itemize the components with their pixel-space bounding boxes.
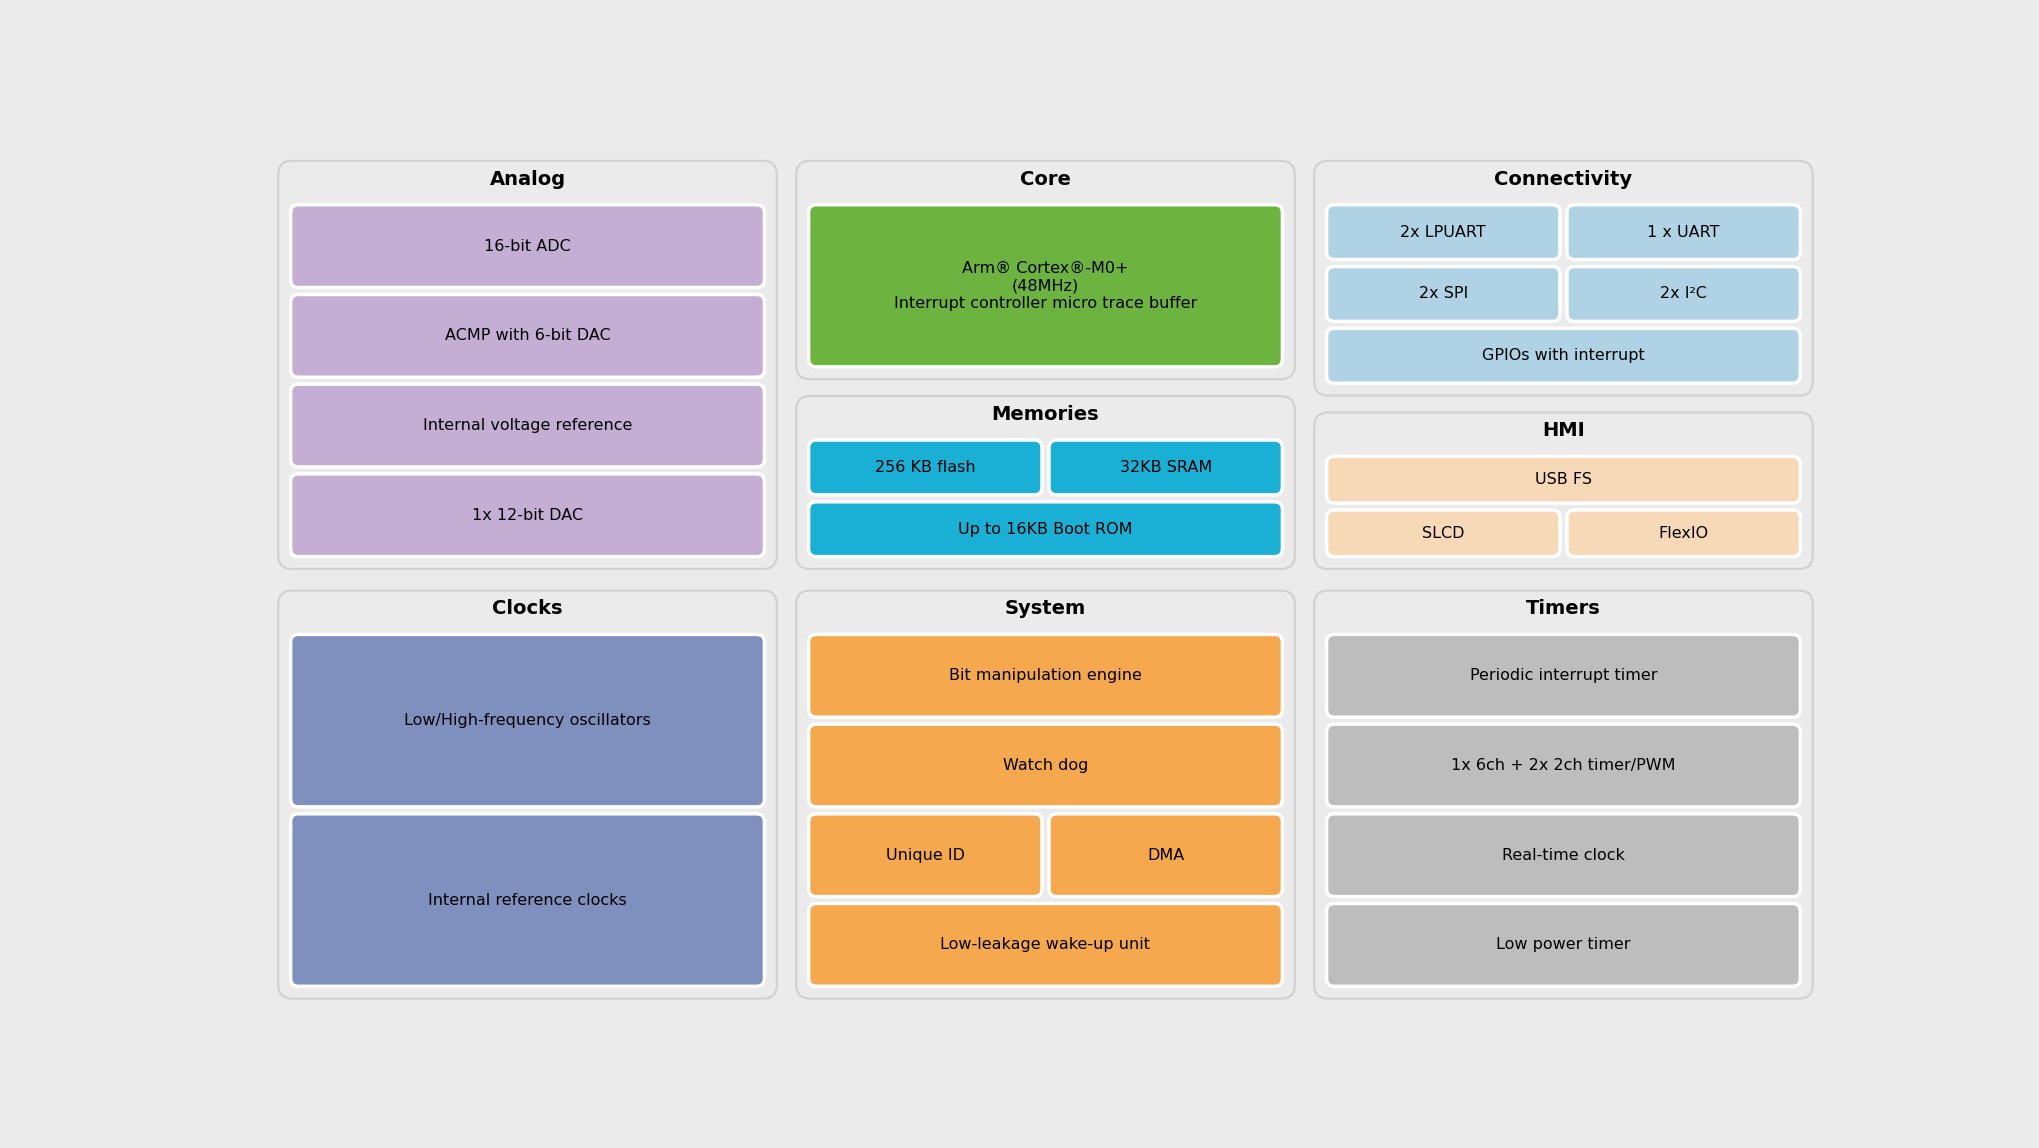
FancyBboxPatch shape — [1325, 635, 1800, 718]
FancyBboxPatch shape — [795, 396, 1295, 569]
Text: 1 x UART: 1 x UART — [1648, 225, 1719, 240]
FancyBboxPatch shape — [1566, 510, 1800, 557]
FancyBboxPatch shape — [1566, 204, 1800, 259]
Text: Timers: Timers — [1525, 599, 1601, 619]
Text: Bit manipulation engine: Bit manipulation engine — [948, 668, 1142, 683]
FancyBboxPatch shape — [1313, 412, 1813, 569]
Text: Up to 16KB Boot ROM: Up to 16KB Boot ROM — [958, 521, 1132, 537]
FancyBboxPatch shape — [807, 502, 1283, 557]
FancyBboxPatch shape — [1325, 814, 1800, 897]
FancyBboxPatch shape — [807, 204, 1283, 367]
Text: Memories: Memories — [991, 405, 1099, 424]
Text: ACMP with 6-bit DAC: ACMP with 6-bit DAC — [445, 328, 610, 343]
Text: System: System — [1005, 599, 1085, 619]
Text: Watch dog: Watch dog — [1003, 758, 1087, 773]
FancyBboxPatch shape — [1048, 440, 1283, 495]
Text: Unique ID: Unique ID — [885, 847, 964, 862]
Text: 1x 12-bit DAC: 1x 12-bit DAC — [471, 507, 583, 522]
FancyBboxPatch shape — [1325, 328, 1800, 383]
FancyBboxPatch shape — [290, 204, 765, 287]
FancyBboxPatch shape — [1313, 161, 1813, 396]
FancyBboxPatch shape — [277, 590, 777, 999]
Text: Periodic interrupt timer: Periodic interrupt timer — [1468, 668, 1656, 683]
Text: 16-bit ADC: 16-bit ADC — [483, 239, 571, 254]
Text: 256 KB flash: 256 KB flash — [875, 460, 975, 475]
FancyBboxPatch shape — [290, 385, 765, 467]
FancyBboxPatch shape — [807, 635, 1283, 718]
Text: FlexIO: FlexIO — [1658, 526, 1709, 541]
Text: Core: Core — [1020, 170, 1070, 188]
FancyBboxPatch shape — [807, 814, 1042, 897]
Text: 2x LPUART: 2x LPUART — [1399, 225, 1486, 240]
FancyBboxPatch shape — [1325, 724, 1800, 807]
FancyBboxPatch shape — [807, 440, 1042, 495]
FancyBboxPatch shape — [1566, 266, 1800, 321]
FancyBboxPatch shape — [795, 161, 1295, 379]
Text: Internal voltage reference: Internal voltage reference — [422, 418, 632, 433]
Text: USB FS: USB FS — [1533, 472, 1590, 487]
Text: Low power timer: Low power timer — [1495, 938, 1629, 953]
Text: Low/High-frequency oscillators: Low/High-frequency oscillators — [404, 713, 650, 728]
FancyBboxPatch shape — [795, 590, 1295, 999]
Text: 2x SPI: 2x SPI — [1417, 287, 1468, 302]
Text: Low-leakage wake-up unit: Low-leakage wake-up unit — [940, 938, 1150, 953]
FancyBboxPatch shape — [1325, 457, 1800, 503]
Text: 32KB SRAM: 32KB SRAM — [1119, 460, 1211, 475]
FancyBboxPatch shape — [1325, 903, 1800, 986]
Text: DMA: DMA — [1146, 847, 1185, 862]
FancyBboxPatch shape — [807, 903, 1283, 986]
Text: 2x I²C: 2x I²C — [1660, 287, 1707, 302]
Text: Clocks: Clocks — [491, 599, 563, 619]
FancyBboxPatch shape — [290, 635, 765, 807]
Text: Real-time clock: Real-time clock — [1501, 847, 1625, 862]
Text: Internal reference clocks: Internal reference clocks — [428, 892, 626, 908]
FancyBboxPatch shape — [1048, 814, 1283, 897]
FancyBboxPatch shape — [807, 724, 1283, 807]
Text: Connectivity: Connectivity — [1495, 170, 1631, 188]
FancyBboxPatch shape — [1325, 510, 1560, 557]
Text: Arm® Cortex®-M0+
(48MHz)
Interrupt controller micro trace buffer: Arm® Cortex®-M0+ (48MHz) Interrupt contr… — [893, 261, 1197, 311]
Text: 1x 6ch + 2x 2ch timer/PWM: 1x 6ch + 2x 2ch timer/PWM — [1450, 758, 1674, 773]
FancyBboxPatch shape — [1325, 266, 1560, 321]
FancyBboxPatch shape — [290, 814, 765, 986]
Text: GPIOs with interrupt: GPIOs with interrupt — [1482, 348, 1643, 363]
FancyBboxPatch shape — [290, 294, 765, 378]
Text: HMI: HMI — [1541, 421, 1584, 441]
FancyBboxPatch shape — [290, 474, 765, 557]
FancyBboxPatch shape — [1325, 204, 1560, 259]
FancyBboxPatch shape — [1313, 590, 1813, 999]
Text: SLCD: SLCD — [1421, 526, 1464, 541]
Text: Analog: Analog — [489, 170, 565, 188]
FancyBboxPatch shape — [277, 161, 777, 569]
